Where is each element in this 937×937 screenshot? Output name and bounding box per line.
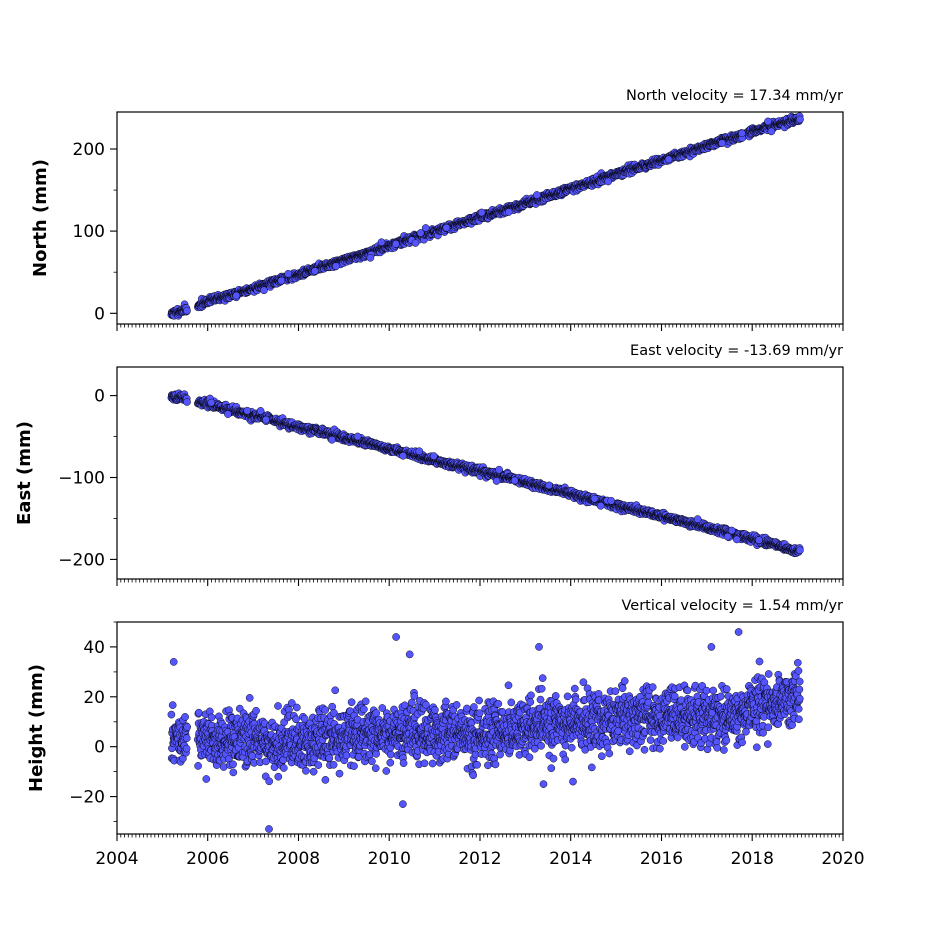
data-point [183, 398, 191, 406]
outlier-point [332, 262, 340, 271]
data-point [168, 701, 177, 709]
data-point [167, 710, 176, 719]
data-point [321, 776, 330, 784]
outlier-point [399, 451, 407, 460]
outlier-point [411, 239, 420, 247]
outlier-point [545, 481, 553, 490]
outlier-point [260, 286, 268, 295]
north-y-axis-label: North (mm) [30, 159, 51, 277]
y-tick-label: −100 [58, 469, 105, 489]
data-point [245, 694, 254, 702]
data-point [360, 705, 368, 714]
data-point [183, 723, 192, 731]
north-scatter-points [167, 112, 804, 320]
outlier-point [607, 496, 616, 505]
data-point [292, 703, 301, 712]
data-point [229, 768, 238, 777]
outlier-point [718, 139, 726, 148]
outlier-point [377, 238, 386, 247]
data-point [331, 686, 340, 695]
data-point [279, 764, 288, 772]
data-point [368, 757, 376, 766]
outlier-point [277, 276, 286, 285]
outlier-point [590, 494, 599, 503]
data-point [181, 713, 189, 721]
y-tick-label: 0 [94, 304, 105, 324]
outlier-point [755, 536, 763, 544]
north-panel: 0 100 200 North velocity = 17.34 mm/yr Nor… [30, 88, 844, 331]
data-point [325, 754, 334, 762]
data-point [302, 766, 310, 775]
outlier-point [764, 117, 772, 126]
north-velocity-title: North velocity = 17.34 mm/yr [626, 88, 843, 104]
data-point [335, 769, 344, 778]
outlier-point [723, 532, 732, 541]
outlier-point [495, 465, 503, 474]
outlier-point [328, 435, 336, 444]
outlier-point [256, 407, 265, 415]
outlier-point [767, 127, 776, 136]
data-point [796, 115, 804, 124]
outlier-point [442, 223, 451, 232]
outlier-point [596, 501, 605, 510]
data-point [314, 761, 323, 769]
outlier-point [492, 477, 501, 485]
data-point [202, 775, 211, 783]
data-point [182, 734, 191, 743]
outlier-point [232, 291, 241, 300]
outlier-point [262, 415, 270, 424]
outlier-point [284, 269, 293, 278]
outlier-point [533, 191, 541, 199]
outlier-point [693, 515, 702, 523]
outlier-point [207, 398, 216, 407]
outlier-point [353, 432, 362, 441]
outlier-point [391, 240, 400, 248]
outlier-point [311, 267, 319, 275]
data-point [229, 760, 237, 769]
data-point [274, 702, 282, 710]
y-tick-label: −200 [58, 550, 105, 570]
outlier-point [664, 155, 673, 164]
outlier-point [477, 208, 486, 217]
data-point [342, 751, 351, 760]
data-point [194, 708, 203, 717]
data-point [274, 772, 283, 781]
data-point [207, 713, 216, 722]
outlier-point [727, 526, 736, 535]
outlier-point [243, 406, 252, 415]
outlier-point [504, 208, 513, 216]
y-tick-label: 100 [73, 222, 105, 242]
data-point [248, 752, 257, 760]
outlier-point [604, 177, 613, 186]
y-tick-label: 0 [94, 387, 105, 407]
outlier-point [738, 129, 746, 138]
data-point [321, 706, 330, 714]
data-point [309, 767, 318, 776]
data-point [194, 762, 202, 770]
data-point [350, 762, 358, 770]
data-point [182, 744, 191, 753]
east-velocity-title: East velocity = -13.69 mm/yr [630, 343, 843, 359]
east-y-axis-label: East (mm) [14, 421, 35, 525]
outlier-point [510, 476, 519, 485]
outlier-point [732, 535, 741, 544]
outlier-point [366, 253, 375, 262]
outlier-point [429, 452, 438, 460]
outlier-point [224, 410, 232, 418]
data-point [796, 546, 804, 555]
outlier-point [421, 224, 430, 232]
data-point [292, 715, 300, 724]
data-point [265, 777, 274, 786]
data-point [252, 706, 260, 715]
outlier-point [415, 447, 424, 456]
data-point [183, 306, 191, 315]
y-tick-label: 200 [73, 140, 105, 160]
data-point [347, 698, 356, 707]
data-point [329, 760, 338, 769]
data-point [361, 697, 370, 706]
